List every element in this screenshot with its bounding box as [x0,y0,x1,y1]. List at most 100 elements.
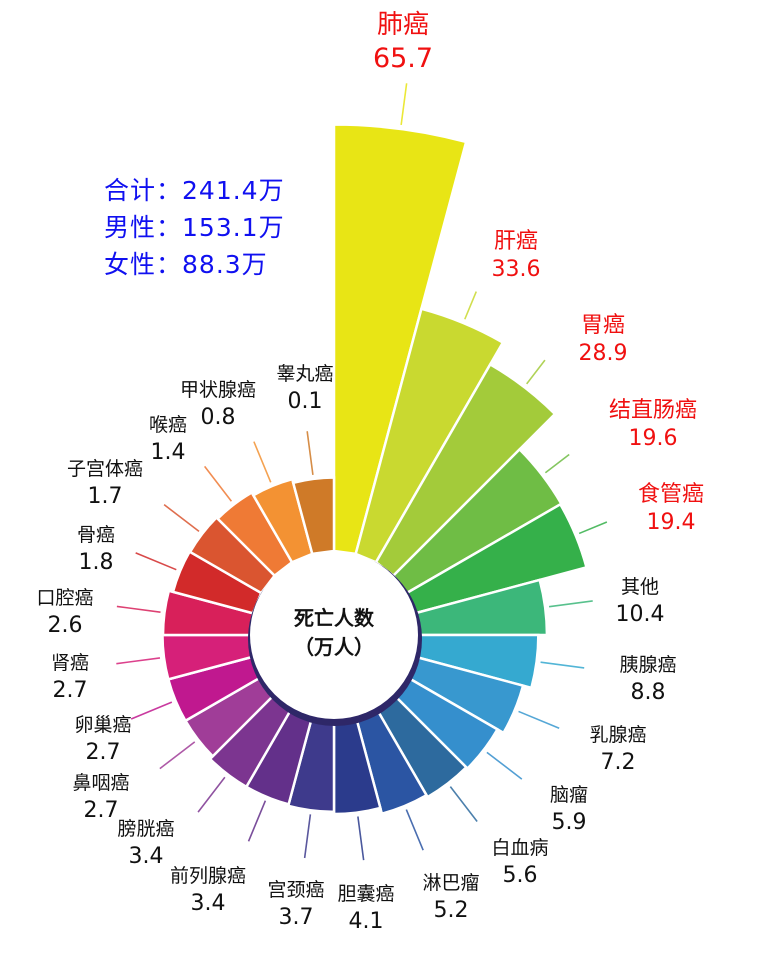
value-label: 5.9 [551,810,587,835]
category-label: 喉癌 [148,414,188,436]
label-宫颈癌: 宫颈癌 3.7 [267,876,324,932]
category-label: 前列腺癌 [169,865,247,887]
label-喉癌: 喉癌 1.4 [149,411,187,467]
value-label: 3.4 [128,844,164,869]
label-肺癌: 肺癌 65.7 [373,8,433,76]
value-label: 10.4 [615,602,665,627]
category-label: 肾癌 [50,652,90,674]
label-卵巢癌: 卵巢癌 2.7 [74,711,131,767]
value-label: 1.8 [78,550,114,575]
category-label: 鼻咽癌 [72,772,130,794]
leader-line [449,786,478,823]
leader-line [548,600,593,608]
value-label: 19.4 [646,510,696,535]
value-label: 7.2 [600,750,636,775]
value-label: 1.4 [150,440,186,465]
leader-line [203,465,233,502]
leader-line [526,359,546,385]
center-label-unit: （万人） [294,635,374,659]
leader-line [303,814,312,859]
leader-line [130,701,173,720]
category-label: 膀胱癌 [117,818,175,840]
category-label: 淋巴瘤 [422,872,480,894]
label-胃癌: 胃癌 28.9 [579,312,628,368]
label-口腔癌: 口腔癌 2.6 [36,584,93,640]
label-白血病: 白血病 5.6 [491,834,548,890]
value-label: 0.1 [287,389,323,414]
bar-睾丸癌 [291,476,336,556]
label-乳腺癌: 乳腺癌 7.2 [589,721,646,777]
bar-肺癌 [332,123,468,556]
label-膀胱癌: 膀胱癌 3.4 [117,815,174,871]
leader-line [253,441,272,483]
leader-line [486,751,523,780]
leader-line [400,83,408,126]
category-label: 胃癌 [580,313,626,338]
summary-totals: 合计：241.4万 男性：153.1万 女性：88.3万 [104,172,285,283]
value-label: 5.2 [433,898,469,923]
leader-line [464,291,478,320]
label-骨癌: 骨癌 1.8 [77,521,115,577]
value-label: 5.6 [502,863,538,888]
category-label: 睾丸癌 [276,363,334,385]
label-前列腺癌: 前列腺癌 3.4 [170,862,246,918]
category-label: 结直肠癌 [608,398,698,423]
category-label: 子宫体癌 [66,458,144,480]
value-label: 3.7 [278,905,314,930]
category-label: 脑瘤 [549,784,589,806]
value-label: 4.1 [348,909,384,934]
category-label: 骨癌 [76,524,116,546]
leader-line [405,809,424,851]
label-胆囊癌: 胆囊癌 4.1 [337,880,394,936]
summary-female: 女性：88.3万 [104,250,268,279]
value-label: 0.8 [200,405,236,430]
value-label: 65.7 [372,43,434,74]
label-子宫体癌: 子宫体癌 1.7 [67,455,143,511]
label-甲状腺癌: 甲状腺癌 0.8 [180,376,256,432]
leader-line [578,521,608,535]
category-label: 卵巢癌 [74,714,132,736]
bar-胃癌 [374,362,557,578]
value-label: 8.8 [630,680,666,705]
center-label: 死亡人数 （万人） [294,604,374,662]
leader-line [135,552,177,571]
leader-line [540,661,585,669]
value-label: 33.6 [491,257,541,282]
leader-line [116,605,161,613]
category-label: 乳腺癌 [589,724,647,746]
category-label: 食管癌 [637,482,705,507]
leader-line [544,453,570,474]
category-label: 白血病 [491,837,549,859]
label-胰腺癌: 胰腺癌 8.8 [619,651,676,707]
label-结直肠癌: 结直肠癌 19.6 [609,397,697,453]
category-label: 肺癌 [376,10,429,40]
label-鼻咽癌: 鼻咽癌 2.7 [72,769,129,825]
leader-line [163,504,200,533]
label-食管癌: 食管癌 19.4 [638,481,704,537]
category-label: 口腔癌 [36,587,94,609]
leader-line [306,431,314,475]
category-label: 胰腺癌 [619,654,677,676]
value-label: 2.7 [83,798,119,823]
leader-line [247,800,267,842]
leader-line [197,776,226,813]
center-label-title: 死亡人数 [294,606,374,630]
value-label: 2.7 [52,678,88,703]
value-label: 2.6 [47,613,83,638]
category-label: 胆囊癌 [337,883,395,905]
leader-line [159,741,196,770]
label-睾丸癌: 睾丸癌 0.1 [276,360,333,416]
category-label: 宫颈癌 [267,879,325,901]
label-淋巴瘤: 淋巴瘤 5.2 [422,869,479,925]
center-circle [250,551,418,719]
label-肾癌: 肾癌 2.7 [51,649,89,705]
bar-食管癌 [405,502,588,615]
value-label: 2.7 [85,740,121,765]
leader-line [357,816,365,861]
value-label: 28.9 [578,341,628,366]
leader-line [518,710,560,730]
category-label: 其他 [620,576,660,598]
label-其他: 其他 10.4 [616,573,665,629]
summary-total: 合计：241.4万 [104,176,285,205]
